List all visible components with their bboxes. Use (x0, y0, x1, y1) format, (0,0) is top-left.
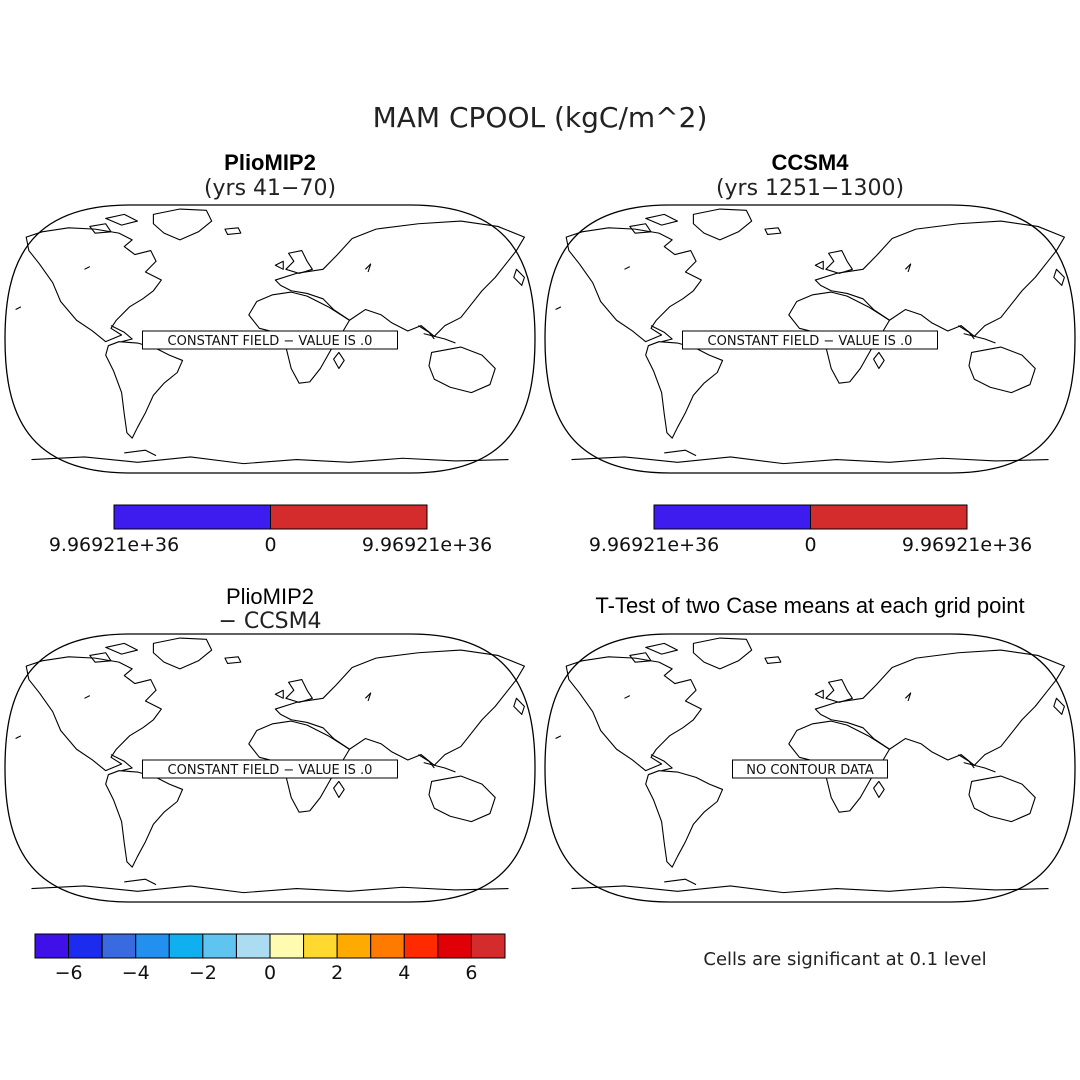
colorbar-tick-label: 9.96921e+36 (589, 534, 719, 556)
panel-title: CCSM4 (771, 150, 849, 175)
colorbar-swatch (336, 933, 372, 959)
colorbar-tick-label: −2 (189, 962, 217, 984)
colorbar-swatch (68, 933, 103, 959)
colorbar-swatch (270, 504, 428, 530)
colorbar-swatch (437, 933, 472, 959)
colorbar-swatch (470, 933, 506, 959)
panel-title: T-Test of two Case means at each grid po… (595, 593, 1024, 618)
colorbar-swatch (653, 504, 811, 530)
message-box (142, 330, 398, 350)
ttest-significance-note: Cells are significant at 0.1 level (703, 949, 986, 970)
colorbar-swatch (403, 933, 439, 959)
colorbar-tick-label: 9.96921e+36 (362, 534, 492, 556)
message-box (732, 759, 888, 779)
colorbar-tick-label: 4 (398, 962, 410, 984)
colorbar-tick-label: −6 (55, 962, 83, 984)
map-panel-ccsm4: CCSM4(yrs 1251−1300) CONSTANT FIELD − VAL… (545, 150, 1075, 473)
colorbar-swatch (810, 504, 968, 530)
message-box (682, 330, 938, 350)
colorbar-tick-label: 9.96921e+36 (902, 534, 1032, 556)
panel-title: PlioMIP2 (224, 150, 316, 175)
panel-subtitle: − CCSM4 (218, 609, 321, 634)
colorbar-pliomip2: 9.96921e+36 0 9.96921e+36 (49, 504, 492, 556)
message-text: NO CONTOUR DATA (746, 763, 874, 778)
colorbar-tick-label: 0 (804, 534, 816, 556)
colorbar-swatch (235, 933, 271, 959)
colorbar-swatch (202, 933, 237, 959)
message-text: CONSTANT FIELD − VALUE IS .0 (708, 334, 913, 349)
map-panel-pliomip2: PlioMIP2(yrs 41−70) CONSTANT FIELD − VALU… (5, 150, 535, 473)
colorbar-tick-label: −4 (122, 962, 150, 984)
colorbar-swatch (370, 933, 405, 959)
colorbar-tick-label: 9.96921e+36 (49, 534, 179, 556)
colorbar-tick-label: 2 (331, 962, 343, 984)
colorbar-tick-label: 6 (465, 962, 477, 984)
colorbar-swatch (269, 933, 305, 959)
message-text: CONSTANT FIELD − VALUE IS .0 (168, 763, 373, 778)
figure-title: MAM CPOOL (kgC/m^2) (373, 101, 708, 134)
message-box (142, 759, 398, 779)
map-panel-ttest: T-Test of two Case means at each grid po… (545, 593, 1075, 902)
colorbar-swatch (303, 933, 338, 959)
message-text: CONSTANT FIELD − VALUE IS .0 (168, 334, 373, 349)
colorbar-ccsm4: 9.96921e+36 0 9.96921e+36 (589, 504, 1032, 556)
colorbar-tick-label: 0 (264, 962, 276, 984)
colorbar-swatch (135, 933, 170, 959)
panel-title: PlioMIP2 (226, 584, 314, 609)
colorbar-difference: −6 −4 −2 0 2 4 6 (34, 933, 506, 984)
colorbar-swatch (34, 933, 70, 959)
colorbar-swatch (101, 933, 137, 959)
map-panel-difference: PlioMIP2− CCSM4 CONSTANT FIELD − VALUE IS… (5, 584, 535, 902)
colorbar-tick-label: 0 (264, 534, 276, 556)
panel-subtitle: (yrs 1251−1300) (716, 176, 904, 201)
colorbar-swatch (168, 933, 204, 959)
panel-subtitle: (yrs 41−70) (204, 176, 336, 201)
colorbar-swatch (113, 504, 271, 530)
